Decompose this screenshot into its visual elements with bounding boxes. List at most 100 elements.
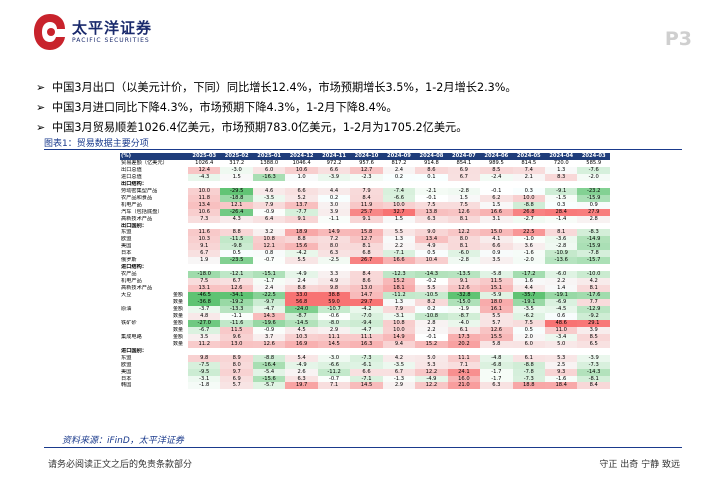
- table-cell: 0.9: [577, 201, 610, 209]
- bullet-item: ➢ 中国3月进口同比下降4.3%，市场预期下降4.3%，1-2月下降8.4%。: [36, 97, 716, 117]
- row-sublabel: [172, 209, 188, 216]
- table-cell: [350, 264, 382, 271]
- table-cell: 8.4: [350, 194, 383, 202]
- table-cell: 10.6: [188, 208, 221, 216]
- table-cell: 26.7: [350, 257, 383, 265]
- table-cell: 2.5: [545, 361, 578, 369]
- bullet-item: ➢ 中国3月出口（以美元计价，下同）同比增长12.4%，市场预期增长3.5%，1…: [36, 77, 716, 97]
- table-cell: -16.3: [252, 173, 286, 181]
- table-cell: 8.5: [480, 166, 513, 174]
- row-sublabel: [172, 355, 188, 362]
- table-row: 数量 4.8 -1.1 14.3 -8.7 -0.6 -7.0 -3.1 -10.8 -8.7 5.…: [120, 312, 610, 320]
- table-cell: -8.8: [252, 354, 286, 362]
- table-cell: 5.4: [285, 354, 318, 362]
- figure-title: 图表1：贸易数据主要分项: [44, 139, 149, 149]
- row-sublabel: 金额: [173, 292, 184, 299]
- table-cell: 1.6: [512, 278, 545, 286]
- table-row: 东盟 11.6 8.8 3.2 18.9 14.9 15.8 5.5 9.0 12.2 15.0 22…: [120, 229, 610, 237]
- table-cell: 720.0: [553, 159, 569, 166]
- table-cell: 1.5: [447, 194, 481, 202]
- table-cell: 5.3: [545, 354, 578, 362]
- table-cell: 19.7: [285, 382, 318, 390]
- table-cell: 13.8: [415, 208, 448, 216]
- table-cell: -2.5: [317, 257, 351, 265]
- table-cell: 3.1: [480, 215, 513, 223]
- table-cell: -2.1: [415, 187, 448, 195]
- table-cell: 0.2: [317, 194, 351, 202]
- table-cell: [220, 223, 252, 230]
- column-header: 2024-09: [382, 153, 416, 160]
- table-cell: 5.5: [285, 257, 318, 265]
- table-cell: 8.9: [220, 354, 253, 362]
- disclaimer-footer: 请务必阅读正文之后的免责条款部分: [48, 460, 193, 470]
- table-cell: -7.3: [350, 354, 383, 362]
- table-row: 汽车（包括底盘） 10.6 -26.4 -0.9 -7.7 3.9 25.7 32.7 13.8…: [120, 208, 610, 216]
- table-cell: 317.2: [229, 159, 245, 166]
- table-cell: -18.0: [188, 271, 221, 279]
- table-cell: -3.5: [382, 361, 416, 369]
- table-cell: 3.2: [252, 229, 286, 237]
- row-label: 东盟: [121, 229, 132, 236]
- row-label: 原油: [121, 305, 132, 312]
- row-sublabel: [172, 181, 188, 188]
- table-cell: -26.4: [220, 208, 253, 216]
- table-cell: [545, 348, 577, 355]
- row-label: 日本: [121, 250, 132, 257]
- table-cell: -8.1: [577, 375, 610, 383]
- table-cell: [577, 223, 610, 230]
- table-row: 欧盟 -7.5 8.0 -16.4 -4.9 -6.6 -6.1 -3.5 5.3 7.1 -6.8…: [120, 361, 610, 369]
- table-cell: [415, 264, 447, 271]
- row-label: 贸易差额（亿美元）: [121, 159, 168, 166]
- table-cell: -10.5: [415, 292, 448, 300]
- table-cell: -4.8: [480, 354, 513, 362]
- table-cell: 989.5: [488, 159, 504, 166]
- table-cell: 6.3: [285, 375, 318, 383]
- table-cell: 15.8: [350, 229, 383, 237]
- table-cell: -3.5: [512, 305, 545, 313]
- table-cell: -7.8: [512, 368, 545, 376]
- table-cell: 5.5: [480, 312, 513, 320]
- table-row: 出口总值 12.4 -3.0 6.0 10.6 6.6 12.7 2.4 8.6 6.9 8.5 7.…: [120, 166, 610, 174]
- table-cell: 12.2: [415, 382, 448, 390]
- table-cell: -2.0: [512, 257, 545, 265]
- table-cell: -9.4: [350, 319, 383, 327]
- row-sublabel: [172, 229, 188, 236]
- table-cell: -2.7: [512, 215, 545, 223]
- table-cell: 5.0: [545, 340, 578, 348]
- table-cell: 12.1: [252, 243, 286, 251]
- table-cell: 5.7: [220, 382, 253, 390]
- row-label: 出口国别：: [121, 222, 147, 229]
- table-cell: -15.9: [577, 194, 610, 202]
- table-cell: [188, 223, 220, 230]
- table-cell: 8.8: [220, 229, 253, 237]
- table-cell: 2.8: [577, 215, 610, 223]
- table-cell: 27.9: [577, 208, 610, 216]
- table-cell: -3.1: [188, 375, 221, 383]
- table-cell: 14.7: [350, 292, 383, 300]
- table-cell: 0.1: [415, 173, 448, 181]
- table-cell: 16.0: [447, 375, 481, 383]
- table-cell: 11.1: [447, 354, 481, 362]
- table-cell: 2.2: [545, 278, 578, 286]
- table-cell: 7.9: [350, 187, 383, 195]
- table-cell: 13.0: [220, 340, 253, 348]
- table-cell: 3.0: [317, 201, 351, 209]
- row-sublabel: [172, 382, 188, 389]
- table-cell: 7.5: [512, 319, 545, 327]
- table-cell: [285, 264, 317, 271]
- arrow-bullet-icon: ➢: [36, 120, 46, 134]
- table-cell: 4.4: [512, 285, 545, 293]
- row-label: 进口总值: [121, 173, 142, 180]
- table-cell: 6.3: [317, 250, 351, 258]
- table-cell: -4.9: [415, 375, 448, 383]
- table-cell: [383, 264, 415, 271]
- table-cell: 814.5: [521, 159, 537, 166]
- table-cell: -14.5: [285, 319, 318, 327]
- column-header: 2024-11: [317, 153, 351, 160]
- table-cell: [220, 181, 252, 188]
- table-cell: 11.5: [220, 326, 253, 334]
- table-cell: -1.1: [220, 312, 253, 320]
- table-cell: [350, 181, 382, 188]
- table-section-row: 进口结构：: [120, 264, 610, 271]
- table-cell: 9.0: [415, 229, 448, 237]
